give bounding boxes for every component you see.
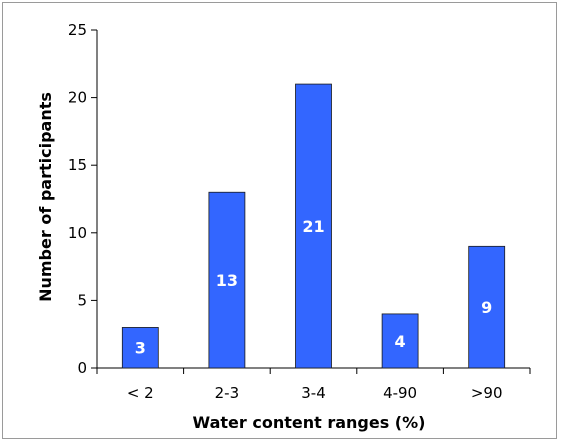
data-label: 21: [302, 217, 324, 236]
bar: [208, 191, 246, 369]
bar: [121, 327, 159, 369]
bar: [295, 83, 332, 369]
y-tick-label: 25: [68, 21, 87, 39]
y-tick-label: 5: [77, 291, 87, 309]
data-label: 3: [135, 339, 146, 358]
data-label: 9: [481, 298, 492, 317]
chart-frame: 0 5 10 15 20 25 < 2 3 2-3 13 3-4 21 4-90 4 >90 9 Water…: [2, 2, 557, 439]
y-tick-label: 20: [68, 89, 87, 107]
bar: [468, 245, 506, 369]
x-tick-label: 4-90: [383, 384, 417, 402]
x-tick-label: 2-3: [215, 384, 240, 402]
x-tick-label: 3-4: [301, 384, 326, 402]
y-tick-label: 10: [68, 224, 87, 242]
y-tick-label: 15: [68, 156, 87, 174]
axes: 0 5 10 15 20 25: [68, 21, 531, 377]
bar: [381, 313, 419, 369]
x-axis-title: Water content ranges (%): [193, 413, 426, 432]
y-axis-title: Number of participants: [36, 92, 55, 302]
bars: [121, 83, 506, 369]
data-label: 4: [395, 332, 406, 351]
labels: < 2 3 2-3 13 3-4 21 4-90 4 >90 9: [127, 217, 503, 402]
bar-chart: 0 5 10 15 20 25 < 2 3 2-3 13 3-4 21 4-90 4 >90 9 Water…: [36, 21, 531, 432]
y-tick-label: 0: [77, 359, 87, 377]
x-tick-label: >90: [471, 384, 503, 402]
data-label: 13: [216, 271, 238, 290]
x-tick-label: < 2: [127, 384, 154, 402]
